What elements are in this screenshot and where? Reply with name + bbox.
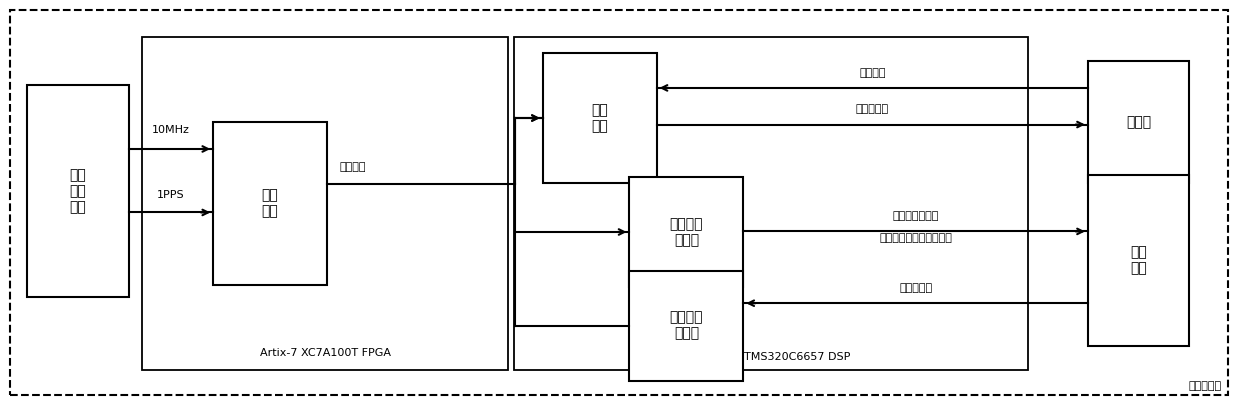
Text: 望远镜指向: 望远镜指向 (900, 283, 932, 293)
Text: 基准时间: 基准时间 (339, 162, 366, 172)
Text: 跟踪控制器: 跟踪控制器 (1188, 381, 1222, 391)
Text: 计算机: 计算机 (1126, 115, 1151, 129)
Text: 望远镜指向: 望远镜指向 (856, 104, 888, 114)
Text: 内插
计算: 内插 计算 (591, 103, 608, 133)
Text: 方位角速度和高度角速度: 方位角速度和高度角速度 (880, 234, 952, 243)
Text: 测站预报: 测站预报 (859, 68, 886, 78)
Bar (213, 122, 327, 285)
Bar (629, 177, 743, 287)
Text: 时间
频率
基准: 时间 频率 基准 (69, 168, 87, 214)
Text: 1PPS: 1PPS (157, 190, 185, 200)
Bar (629, 271, 743, 381)
Bar (1088, 175, 1189, 346)
Text: 基准
时间: 基准 时间 (261, 188, 279, 219)
Text: 方位角和高度角: 方位角和高度角 (892, 211, 939, 221)
Bar (1088, 61, 1189, 183)
Bar (514, 37, 1028, 370)
Text: TMS320C6657 DSP: TMS320C6657 DSP (743, 352, 850, 362)
Text: Artix-7 XC7A100T FPGA: Artix-7 XC7A100T FPGA (260, 348, 390, 358)
Text: 状态量输
入模块: 状态量输 入模块 (669, 311, 704, 341)
Text: 10MHz: 10MHz (152, 125, 190, 135)
Bar (543, 53, 657, 183)
Text: 状态量输
出模块: 状态量输 出模块 (669, 217, 704, 247)
Bar (27, 85, 129, 297)
Bar (142, 37, 508, 370)
Text: 伺服
系统: 伺服 系统 (1130, 245, 1147, 276)
